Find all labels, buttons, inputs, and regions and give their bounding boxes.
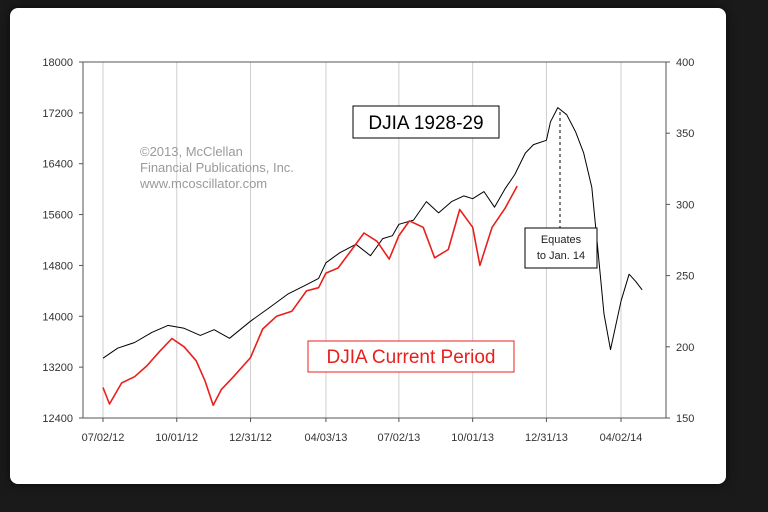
left-tick-label: 18000 — [42, 57, 73, 69]
x-tick-label: 10/01/13 — [451, 432, 494, 444]
x-axis: 07/02/12 10/01/12 12/31/12 04/03/13 07/02/13… — [82, 418, 643, 444]
right-tick-label: 400 — [676, 57, 694, 69]
left-tick-label: 14000 — [42, 311, 73, 323]
left-tick-label: 12400 — [42, 413, 73, 425]
right-tick-label: 150 — [676, 413, 694, 425]
x-tick-label: 10/01/12 — [155, 432, 198, 444]
x-tick-label: 12/31/12 — [229, 432, 272, 444]
x-tick-label: 04/03/13 — [305, 432, 348, 444]
callout-line-1: Equates — [541, 234, 582, 246]
right-tick-label: 200 — [676, 342, 694, 354]
copyright-line-2: Financial Publications, Inc. — [140, 160, 294, 175]
callout: Equates to Jan. 14 — [525, 112, 597, 268]
left-tick-label: 14800 — [42, 260, 73, 272]
left-tick-label: 16400 — [42, 159, 73, 171]
right-tick-label: 250 — [676, 271, 694, 283]
right-tick-label: 300 — [676, 199, 694, 211]
callout-line-2: to Jan. 14 — [537, 250, 585, 262]
copyright-line-1: ©2013, McClellan — [140, 144, 243, 159]
x-tick-label: 04/02/14 — [600, 432, 643, 444]
copyright-note: ©2013, McClellan Financial Publications,… — [139, 144, 294, 191]
left-tick-label: 15600 — [42, 210, 73, 222]
left-axis: 18000 17200 16400 15600 14800 14000 13200 12400 — [42, 57, 83, 425]
x-tick-label: 07/02/13 — [377, 432, 420, 444]
left-tick-label: 13200 — [42, 362, 73, 374]
current-series-label: DJIA Current Period — [327, 347, 496, 368]
x-tick-label: 12/31/13 — [525, 432, 568, 444]
copyright-line-3: www.mcoscillator.com — [139, 176, 267, 191]
old-series-label: DJIA 1928-29 — [368, 113, 483, 134]
left-tick-label: 17200 — [42, 108, 73, 120]
old-series-label-box: DJIA 1928-29 — [353, 106, 499, 138]
x-tick-label: 07/02/12 — [82, 432, 125, 444]
current-series-label-box: DJIA Current Period — [308, 341, 514, 372]
right-axis: 400 350 300 250 200 150 — [666, 57, 694, 425]
right-tick-label: 350 — [676, 128, 694, 140]
